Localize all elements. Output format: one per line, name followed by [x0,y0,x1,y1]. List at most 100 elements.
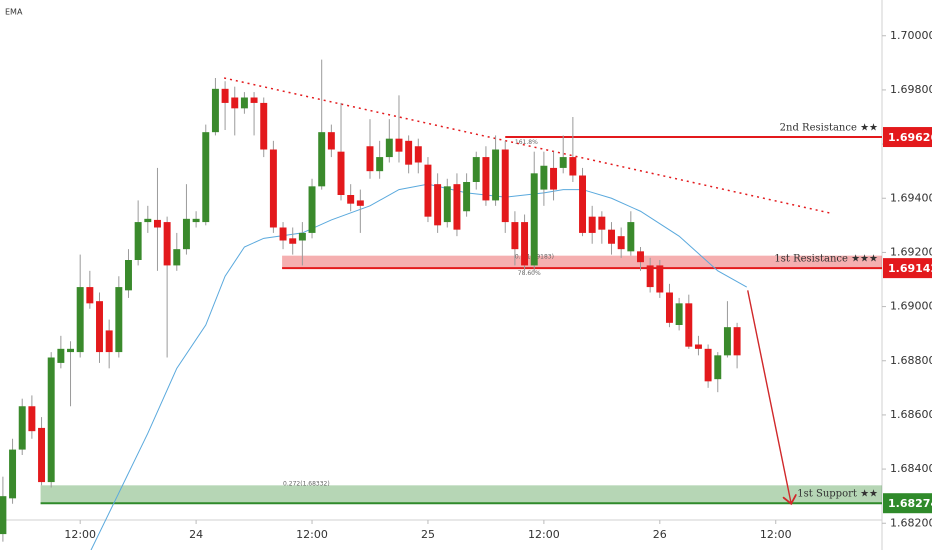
candle-body [318,132,326,187]
candle-body [414,146,422,163]
candle-body [298,232,306,241]
candle-body [279,227,287,241]
candle-body [694,344,702,349]
candle-body [453,184,461,230]
candle-body [646,265,654,288]
candle-body [337,151,345,195]
candle-body [38,427,46,483]
candle-body [482,157,490,201]
candle-body [501,149,509,223]
candle-body [202,132,210,223]
candle-body [511,222,519,250]
candle-body [559,157,567,168]
level-price-box [883,258,932,279]
candle-body [231,97,239,109]
candle-body [76,287,84,353]
candle-body [617,236,625,250]
candle-body [9,449,17,499]
candle-body [115,287,123,353]
candle-body [163,222,171,266]
candle-body [96,301,103,353]
candle-body [356,200,364,206]
candle-body [173,249,181,266]
candle-body [675,303,683,325]
candle-body [289,238,297,244]
trendline [223,77,832,215]
candle-body [385,138,393,158]
candle-body [134,222,142,260]
x-tick-label: 24 [189,528,203,541]
candle-body [424,164,432,217]
candle-body [211,88,219,133]
candle-body [221,88,229,103]
candle-body [588,216,596,233]
level-price: 1.69142 [888,262,932,275]
level-band [40,485,883,504]
candle-body [598,216,606,230]
candle-body [260,102,268,150]
level-band [282,255,882,269]
candle-body [47,357,55,483]
ema-line [90,183,747,550]
x-tick-label: 12:00 [64,528,96,541]
candle-body [376,157,384,172]
x-tick-label: 26 [653,528,667,541]
candle-body [366,146,374,172]
y-tick-label: 1.68400 [890,462,932,475]
candle-body [608,229,615,244]
y-tick-label: 1.68600 [890,408,932,421]
candle-body [28,406,36,432]
candle-body [347,195,355,204]
candle-body [521,222,529,266]
candle-body [0,496,7,535]
level-price: 1.68274 [888,497,932,510]
x-tick-label: 25 [421,528,435,541]
level-label: 2nd Resistance ★★ [780,123,878,134]
candle-body [434,184,442,226]
candle-body [67,348,74,353]
y-tick-label: 1.69000 [890,300,932,313]
candle-body [125,260,132,291]
projection-arrow [747,290,791,503]
candle-body [144,218,152,223]
candle-body [723,327,731,356]
y-tick-label: 1.69800 [890,83,932,96]
level-price-box [883,127,932,148]
candle-body [250,97,258,103]
candle-body [540,165,548,190]
candle-body [182,218,190,250]
candle-body [395,138,403,152]
x-tick-label: 12:00 [760,528,792,541]
y-tick-label: 1.70000 [890,29,932,42]
fib-label: 78.60% [518,270,541,277]
candle-body [463,182,471,212]
candle-body [240,97,248,109]
candle-body [637,251,644,263]
candle-body [579,175,587,233]
level-label: 1st Support ★★ [797,489,878,500]
candle-body [443,186,451,223]
candle-body [492,149,500,201]
candle-body [57,348,65,363]
fib-label: 161.8% [515,139,538,146]
candle-body [405,140,413,165]
y-tick-label: 1.69400 [890,191,932,204]
candle-body [569,157,577,176]
candle-body [105,330,113,353]
candle-body [153,219,161,228]
candle-body [704,348,712,382]
candle-body [714,355,722,380]
level-label: 1st Resistance ★★★ [774,254,878,265]
y-tick-label: 1.68800 [890,354,932,367]
candle-body [327,132,335,150]
candle-body [656,265,664,293]
candle-body [192,218,200,223]
y-tick-label: 1.68200 [890,516,932,529]
level-price-box [883,493,932,514]
candle-body [86,287,94,304]
y-tick-label: 1.69200 [890,245,932,258]
candle-body [685,303,693,347]
candle-body [665,292,673,323]
level-price: 1.69626 [888,131,932,144]
candle-body [18,406,26,450]
